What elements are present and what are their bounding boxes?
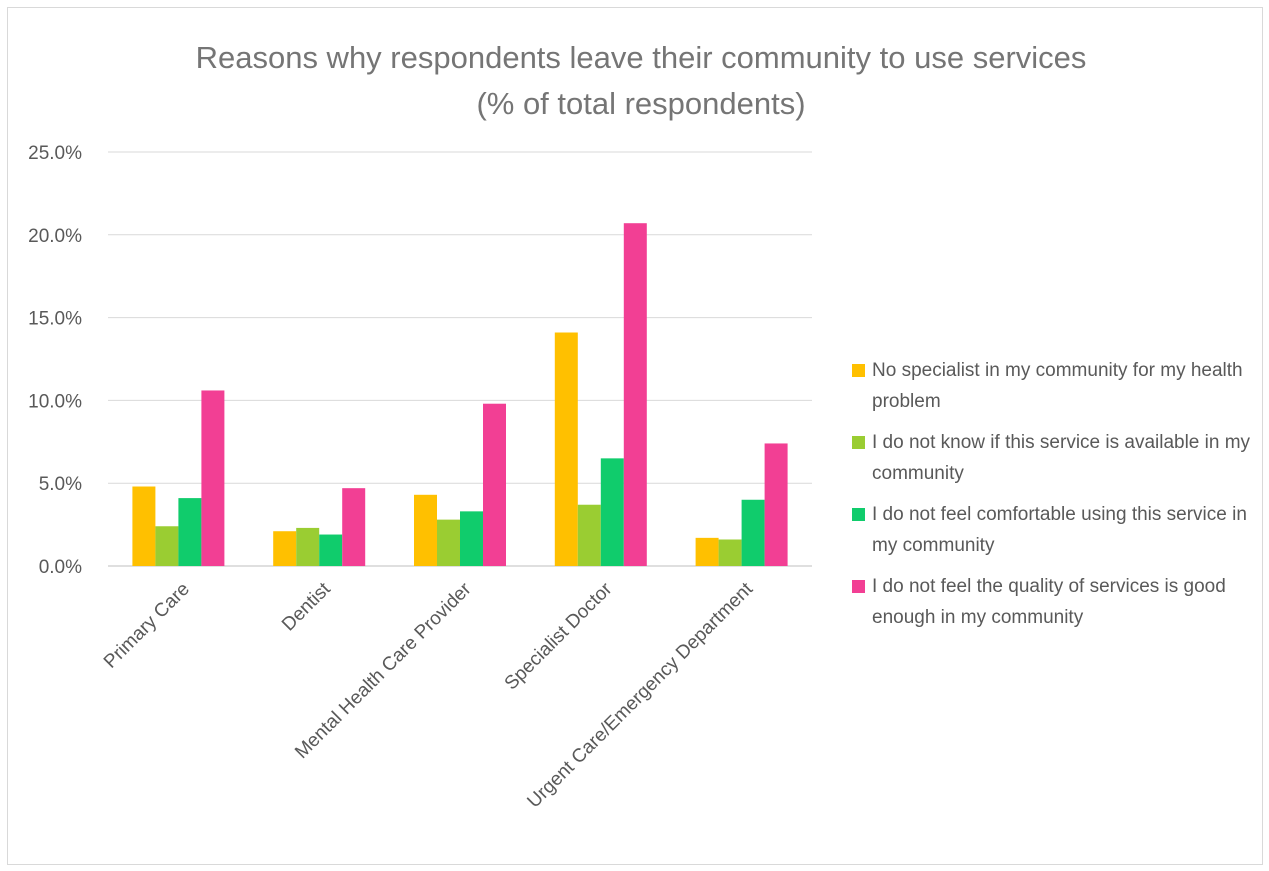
bar [201,390,225,566]
bar [319,534,343,566]
bars [132,223,788,566]
chart-title: Reasons why respondents leave their comm… [0,35,1269,127]
legend-label: I do not feel comfortable using this ser… [872,504,1247,556]
bar [623,223,647,566]
bar [342,488,366,566]
legend-label: I do not feel the quality of services is… [872,576,1226,628]
bar [483,403,506,566]
bar [577,504,601,566]
legend-swatch [852,364,865,377]
legend-item: I do not feel the quality of services is… [852,571,1262,633]
y-tick-label: 5.0% [39,474,82,495]
x-tick-label: Primary Care [100,579,194,673]
bar [437,519,460,566]
y-axis-labels: 0.0% 5.0% 10.0% 15.0% 20.0% 25.0% [28,143,82,578]
gridlines [108,151,812,567]
y-tick-label: 25.0% [28,143,82,164]
bar [460,511,483,566]
legend-item: I do not feel comfortable using this ser… [852,499,1262,561]
bar [273,531,297,566]
x-tick-label: Specialist Doctor [501,578,617,694]
legend-swatch [852,508,865,521]
legend-item: No specialist in my community for my hea… [852,355,1262,417]
bar [296,527,320,566]
legend-label: I do not know if this service is availab… [872,432,1251,484]
legend-item: I do not know if this service is availab… [852,427,1262,489]
bar [695,537,719,566]
chart-title-line: Reasons why respondents leave their comm… [195,40,1087,75]
bar [414,494,437,566]
bar [155,526,179,566]
legend-label: No specialist in my community for my hea… [872,360,1243,412]
y-tick-label: 20.0% [28,226,82,247]
y-tick-label: 0.0% [39,557,82,578]
bar [132,486,156,566]
bar [600,458,624,566]
legend-swatch [852,436,865,449]
y-tick-label: 15.0% [28,309,82,330]
x-tick-label: Dentist [278,578,335,635]
bar [718,539,742,566]
legend-swatch [852,580,865,593]
bar [554,332,578,566]
bar [178,498,202,566]
bar [764,443,788,566]
legend: No specialist in my community for my hea… [852,355,1262,643]
x-tick-label: Urgent Care/Emergency Department [523,578,757,812]
bar [741,499,765,566]
chart-subtitle: (% of total respondents) [476,86,806,121]
y-tick-label: 10.0% [28,391,82,412]
